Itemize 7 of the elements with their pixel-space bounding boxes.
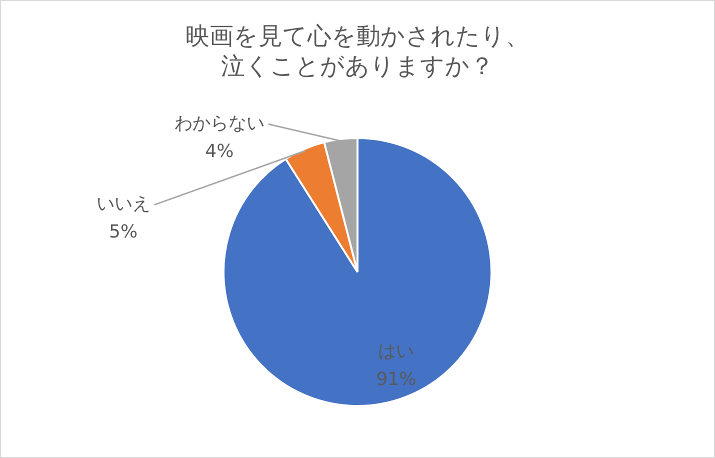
slice-label: いいえ <box>96 194 150 215</box>
data-label: 5% <box>109 222 138 243</box>
data-label: 91% <box>376 369 416 390</box>
data-label: 4% <box>205 140 234 162</box>
slice-label: はい <box>378 341 414 362</box>
slice-label: わからない <box>174 112 264 134</box>
chart-title: 映画を見て心を動かされたり、泣くことがありますか？ <box>186 22 530 80</box>
